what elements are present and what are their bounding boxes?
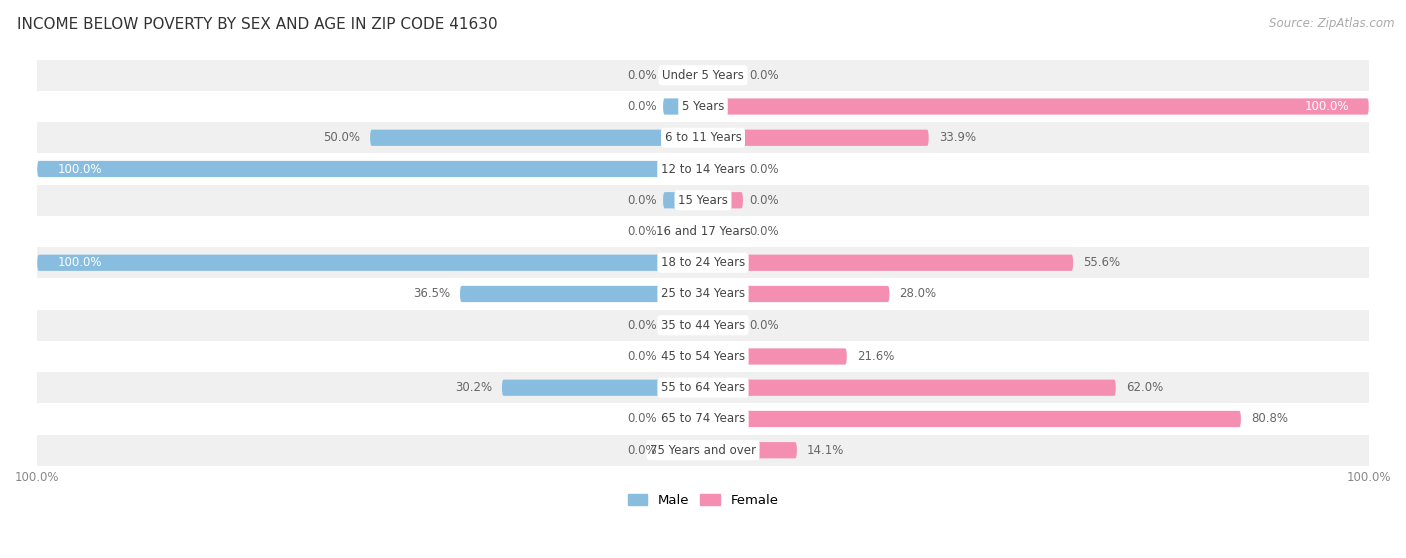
Text: 35 to 44 Years: 35 to 44 Years <box>661 319 745 332</box>
Text: 100.0%: 100.0% <box>1305 100 1348 113</box>
FancyBboxPatch shape <box>37 254 703 271</box>
Text: 100.0%: 100.0% <box>58 256 101 270</box>
Text: 12 to 14 Years: 12 to 14 Years <box>661 162 745 176</box>
Text: INCOME BELOW POVERTY BY SEX AND AGE IN ZIP CODE 41630: INCOME BELOW POVERTY BY SEX AND AGE IN Z… <box>17 17 498 32</box>
FancyBboxPatch shape <box>703 411 1241 427</box>
Legend: Male, Female: Male, Female <box>623 488 783 512</box>
FancyBboxPatch shape <box>703 98 1369 114</box>
FancyBboxPatch shape <box>37 185 1369 216</box>
FancyBboxPatch shape <box>37 403 1369 435</box>
FancyBboxPatch shape <box>37 122 1369 153</box>
FancyBboxPatch shape <box>37 310 1369 341</box>
Text: 5 Years: 5 Years <box>682 100 724 113</box>
FancyBboxPatch shape <box>37 161 703 177</box>
FancyBboxPatch shape <box>37 341 1369 372</box>
Text: 50.0%: 50.0% <box>323 131 360 145</box>
Text: 0.0%: 0.0% <box>627 225 657 238</box>
FancyBboxPatch shape <box>37 435 1369 466</box>
Text: Under 5 Years: Under 5 Years <box>662 69 744 82</box>
FancyBboxPatch shape <box>703 348 846 364</box>
Text: 0.0%: 0.0% <box>749 69 779 82</box>
FancyBboxPatch shape <box>37 216 1369 247</box>
FancyBboxPatch shape <box>703 161 742 177</box>
Text: 0.0%: 0.0% <box>627 100 657 113</box>
Text: 100.0%: 100.0% <box>58 162 101 176</box>
Text: 45 to 54 Years: 45 to 54 Years <box>661 350 745 363</box>
Text: 28.0%: 28.0% <box>900 287 936 301</box>
FancyBboxPatch shape <box>664 192 703 208</box>
Text: 0.0%: 0.0% <box>627 194 657 207</box>
Text: 18 to 24 Years: 18 to 24 Years <box>661 256 745 270</box>
FancyBboxPatch shape <box>37 153 1369 185</box>
Text: 25 to 34 Years: 25 to 34 Years <box>661 287 745 301</box>
FancyBboxPatch shape <box>703 254 1073 271</box>
FancyBboxPatch shape <box>703 129 929 146</box>
FancyBboxPatch shape <box>37 372 1369 403</box>
Text: 21.6%: 21.6% <box>856 350 894 363</box>
FancyBboxPatch shape <box>370 129 703 146</box>
Text: 75 Years and over: 75 Years and over <box>650 444 756 456</box>
Text: 55.6%: 55.6% <box>1083 256 1121 270</box>
Text: 80.8%: 80.8% <box>1251 412 1288 425</box>
FancyBboxPatch shape <box>703 442 797 458</box>
FancyBboxPatch shape <box>37 91 1369 122</box>
Text: 33.9%: 33.9% <box>939 131 976 145</box>
Text: 0.0%: 0.0% <box>627 350 657 363</box>
FancyBboxPatch shape <box>460 286 703 302</box>
FancyBboxPatch shape <box>37 247 1369 278</box>
FancyBboxPatch shape <box>703 192 742 208</box>
Text: 16 and 17 Years: 16 and 17 Years <box>655 225 751 238</box>
Text: 0.0%: 0.0% <box>749 225 779 238</box>
FancyBboxPatch shape <box>664 67 703 83</box>
Text: 6 to 11 Years: 6 to 11 Years <box>665 131 741 145</box>
FancyBboxPatch shape <box>664 442 703 458</box>
Text: 14.1%: 14.1% <box>807 444 844 456</box>
Text: 0.0%: 0.0% <box>627 69 657 82</box>
FancyBboxPatch shape <box>37 278 1369 310</box>
Text: 0.0%: 0.0% <box>627 319 657 332</box>
FancyBboxPatch shape <box>664 348 703 364</box>
Text: 62.0%: 62.0% <box>1126 381 1163 394</box>
FancyBboxPatch shape <box>703 317 742 333</box>
FancyBboxPatch shape <box>664 411 703 427</box>
Text: 36.5%: 36.5% <box>413 287 450 301</box>
Text: 0.0%: 0.0% <box>749 162 779 176</box>
Text: 65 to 74 Years: 65 to 74 Years <box>661 412 745 425</box>
FancyBboxPatch shape <box>703 223 742 239</box>
Text: 0.0%: 0.0% <box>627 444 657 456</box>
Text: Source: ZipAtlas.com: Source: ZipAtlas.com <box>1270 17 1395 30</box>
Text: 0.0%: 0.0% <box>627 412 657 425</box>
Text: 30.2%: 30.2% <box>454 381 492 394</box>
FancyBboxPatch shape <box>703 379 1116 396</box>
Text: 0.0%: 0.0% <box>749 319 779 332</box>
Text: 0.0%: 0.0% <box>749 194 779 207</box>
FancyBboxPatch shape <box>664 317 703 333</box>
FancyBboxPatch shape <box>703 67 742 83</box>
FancyBboxPatch shape <box>37 60 1369 91</box>
FancyBboxPatch shape <box>703 286 890 302</box>
Text: 15 Years: 15 Years <box>678 194 728 207</box>
Text: 55 to 64 Years: 55 to 64 Years <box>661 381 745 394</box>
FancyBboxPatch shape <box>502 379 703 396</box>
FancyBboxPatch shape <box>664 98 703 114</box>
FancyBboxPatch shape <box>664 223 703 239</box>
